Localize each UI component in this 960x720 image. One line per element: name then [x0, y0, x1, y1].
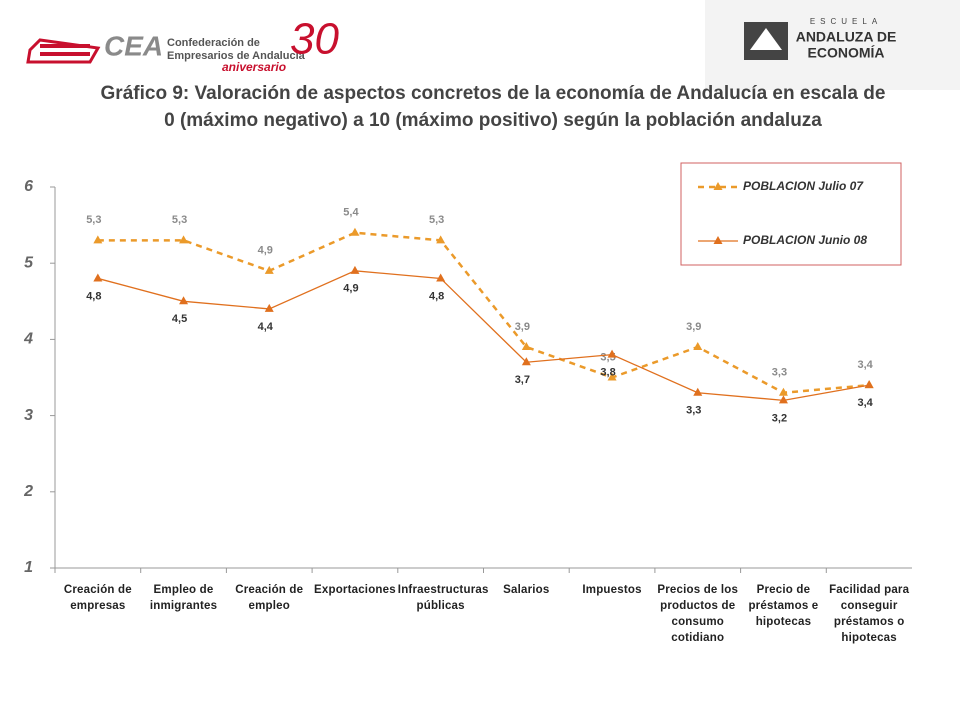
- data-label: 5,3: [86, 214, 101, 226]
- data-point: [607, 349, 617, 358]
- data-point: [350, 265, 360, 274]
- legend-marker: [713, 182, 723, 190]
- data-point: [521, 357, 531, 366]
- data-label: 4,4: [258, 321, 274, 333]
- chart-title: Gráfico 9: Valoración de aspectos concre…: [100, 83, 886, 131]
- school-name: ESCUELA: [810, 17, 882, 26]
- x-tick-label: Empleo de inmigrantes: [149, 584, 218, 612]
- data-point: [93, 273, 103, 282]
- anniversary-number: 30: [290, 15, 339, 64]
- series-line: [97, 270, 870, 402]
- data-label: 4,8: [429, 290, 444, 302]
- data-label: 5,3: [172, 214, 187, 226]
- data-label: 3,8: [600, 367, 615, 379]
- cea-name: Empresarios de Andalucía: [167, 50, 306, 62]
- anniversary: aniversario: [222, 60, 286, 74]
- data-point: [864, 380, 874, 389]
- data-label: 4,5: [172, 313, 187, 325]
- y-tick-label: 3: [24, 407, 33, 424]
- data-point: [436, 273, 446, 282]
- data-label: 3,9: [515, 321, 530, 333]
- data-point: [778, 395, 788, 404]
- cea-name: Confederación de: [167, 37, 260, 49]
- cea-text: CEA: [104, 30, 163, 61]
- data-label: 4,9: [343, 283, 358, 295]
- legend-box: [680, 162, 902, 266]
- data-point: [179, 235, 189, 244]
- data-point: [436, 235, 446, 244]
- data-label: 4,9: [258, 245, 273, 257]
- x-tick-label: Precios de los productos de consumo coti…: [657, 584, 739, 644]
- school-name: ECONOMÍA: [808, 45, 885, 61]
- school-logo-icon: [744, 22, 788, 60]
- x-tick-label: Creación de empresas: [63, 584, 132, 612]
- data-point: [521, 342, 531, 351]
- x-tick-label: Impuestos: [582, 584, 642, 596]
- cea-logo-icon: [26, 38, 101, 64]
- data-label: 3,7: [515, 374, 530, 386]
- data-point: [93, 235, 103, 244]
- x-tick-label: Precio de préstamos e hipotecas: [748, 584, 819, 628]
- data-label: 3,2: [772, 412, 787, 424]
- legend-marker: [713, 236, 723, 244]
- data-label: 3,3: [772, 367, 787, 379]
- data-label: 3,3: [686, 405, 701, 417]
- y-tick-label: 4: [23, 331, 33, 348]
- data-label: 5,4: [343, 207, 359, 219]
- x-tick-label: Infraestructuras públicas: [397, 584, 489, 612]
- data-point: [264, 303, 274, 312]
- x-tick-label: Exportaciones: [314, 584, 396, 596]
- data-point: [693, 342, 703, 351]
- y-tick-label: 2: [23, 483, 33, 500]
- legend-label: POBLACION Julio 07: [743, 179, 864, 193]
- x-tick-label: Creación de empleo: [235, 584, 304, 612]
- y-tick-label: 6: [24, 178, 33, 195]
- data-label: 3,9: [686, 321, 701, 333]
- data-label: 4,8: [86, 290, 101, 302]
- data-label: 3,4: [858, 359, 874, 371]
- school-name: ANDALUZA DE: [796, 29, 897, 45]
- legend-label: POBLACION Junio 08: [743, 233, 867, 247]
- x-tick-label: Salarios: [503, 584, 550, 596]
- data-point: [607, 372, 617, 381]
- x-tick-label: Facilidad para conseguir préstamos o hip…: [829, 584, 910, 644]
- data-point: [179, 296, 189, 305]
- data-point: [778, 387, 788, 396]
- data-point: [264, 265, 274, 274]
- data-point: [693, 387, 703, 396]
- data-label: 3,4: [858, 397, 874, 409]
- y-tick-label: 5: [24, 254, 34, 271]
- data-point: [350, 227, 360, 236]
- data-label: 5,3: [429, 214, 444, 226]
- y-tick-label: 1: [24, 559, 33, 576]
